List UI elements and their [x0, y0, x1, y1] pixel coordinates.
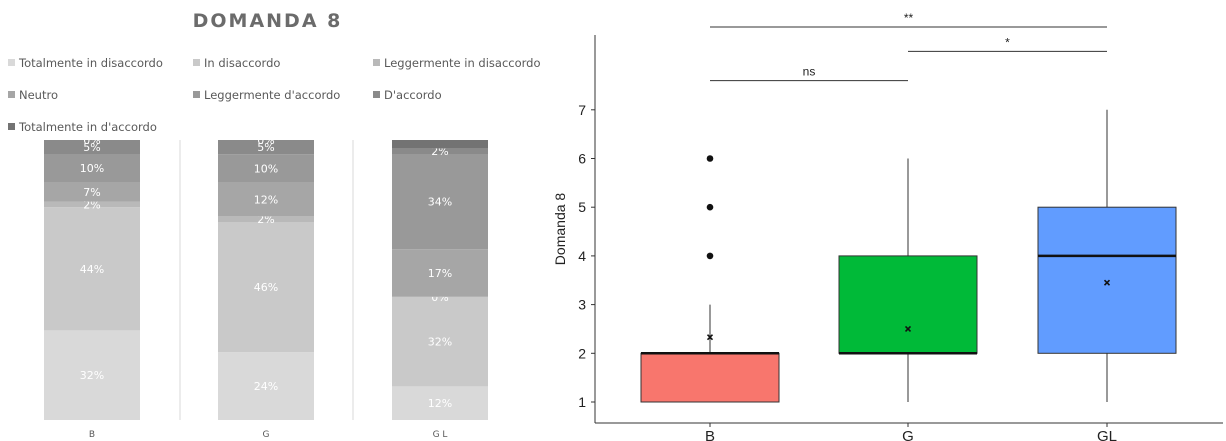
- mean-marker: [904, 325, 912, 333]
- data-label: 17%: [428, 267, 452, 280]
- significance-label: *: [1005, 35, 1010, 49]
- data-label: 5%: [257, 141, 274, 154]
- bar-segment: [218, 222, 314, 353]
- data-label: 0%: [83, 134, 100, 147]
- bar-segment: [218, 182, 314, 217]
- legend-label: Neutro: [19, 88, 58, 102]
- box: [838, 255, 978, 354]
- legend-item: Leggermente d'accordo: [193, 88, 340, 102]
- data-label: 46%: [254, 281, 278, 294]
- legend-label: Totalmente in disaccordo: [19, 56, 163, 70]
- legend-item: Totalmente in disaccordo: [8, 56, 163, 70]
- y-tick-label: 2: [578, 345, 586, 361]
- legend-swatch: [193, 91, 200, 98]
- x-tick-label: G L: [433, 430, 448, 440]
- stacked-bar-chart: 32%44%2%7%10%5%0%B24%46%2%12%10%5%0%G12%…: [44, 134, 488, 440]
- data-label: 10%: [254, 162, 278, 175]
- bar-segment: [392, 154, 488, 250]
- data-label: 44%: [80, 263, 104, 276]
- legend-swatch: [8, 59, 15, 66]
- bar-segment: [44, 201, 140, 208]
- data-label: 0%: [257, 134, 274, 147]
- significance-label: **: [904, 11, 914, 25]
- data-label: 12%: [428, 397, 452, 410]
- data-label: 32%: [80, 369, 104, 382]
- data-label: 32%: [428, 336, 452, 349]
- data-label: 5%: [83, 141, 100, 154]
- bar-segment: [218, 352, 314, 420]
- legend-label: D'accordo: [384, 88, 442, 102]
- data-label: 34%: [428, 196, 452, 209]
- legend-item: In disaccordo: [193, 56, 280, 70]
- x-tick-label: G: [263, 430, 270, 440]
- outlier-point: [706, 155, 714, 162]
- bar-segment: [44, 207, 140, 331]
- data-label: 2%: [257, 213, 274, 226]
- bar-segment: [218, 140, 314, 155]
- mean-marker: [1103, 279, 1111, 286]
- mean-marker: [706, 334, 714, 341]
- data-label: 10%: [80, 162, 104, 175]
- legend-label: Leggermente d'accordo: [204, 88, 341, 102]
- y-axis-label: Domanda 8: [555, 193, 568, 266]
- data-label: 7%: [83, 186, 100, 199]
- bar-segment: [44, 330, 140, 420]
- data-label: 2%: [431, 145, 448, 158]
- box: [1037, 206, 1177, 354]
- chart-title: DOMANDA 8: [192, 10, 343, 32]
- legend-swatch: [193, 59, 200, 66]
- legend-swatch: [373, 91, 380, 98]
- y-tick-label: 1: [578, 394, 586, 410]
- outlier-point: [706, 252, 714, 260]
- bar-segment: [392, 386, 488, 420]
- legend-item: D'accordo: [373, 88, 442, 102]
- legend-label: In disaccordo: [204, 56, 281, 70]
- box: [640, 352, 780, 403]
- bar-segment: [392, 140, 488, 149]
- outlier-point: [706, 203, 714, 211]
- data-label: 24%: [254, 380, 278, 393]
- significance-label: ns: [803, 65, 816, 79]
- y-tick-label: 5: [578, 199, 586, 215]
- bar-segment: [44, 154, 140, 182]
- legend-swatch: [8, 123, 15, 130]
- x-tick-label: B: [89, 430, 95, 440]
- bar-segment: [218, 216, 314, 223]
- x-tick-label: G: [902, 428, 914, 441]
- legend-swatch: [373, 59, 380, 66]
- x-tick-label: B: [705, 428, 715, 441]
- y-tick-label: 7: [578, 102, 586, 118]
- bar-segment: [44, 182, 140, 202]
- legend-label: Leggermente in disaccordo: [384, 56, 541, 70]
- bar-segment: [392, 296, 488, 387]
- bar-segment: [392, 148, 488, 154]
- data-label: 12%: [254, 193, 278, 206]
- legend-label: Totalmente in d'accordo: [19, 120, 157, 134]
- legend-item: Totalmente in d'accordo: [8, 120, 157, 134]
- y-tick-label: 6: [578, 151, 586, 167]
- legend-swatch: [8, 91, 15, 98]
- bar-segment: [392, 249, 488, 297]
- x-tick-label: GL: [1097, 428, 1117, 441]
- legend-item: Leggermente in disaccordo: [373, 56, 541, 70]
- y-tick-label: 3: [578, 297, 586, 313]
- legend-item: Neutro: [8, 88, 58, 102]
- y-tick-label: 4: [578, 248, 586, 264]
- bar-segment: [44, 140, 140, 154]
- data-label: 2%: [83, 198, 100, 211]
- bar-segment: [218, 154, 314, 183]
